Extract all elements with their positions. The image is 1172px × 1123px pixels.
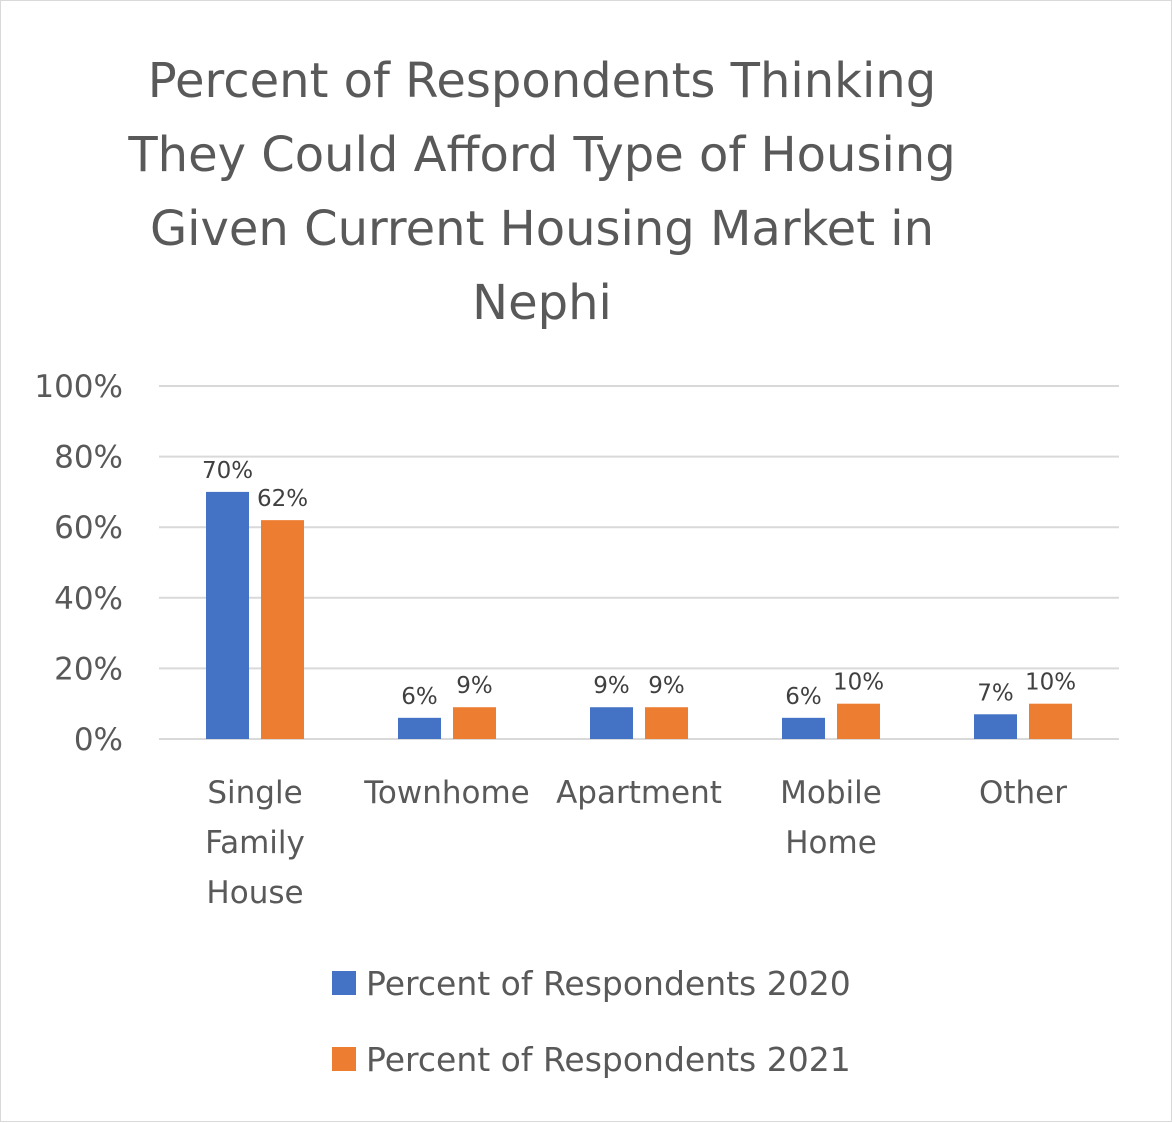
bar (645, 707, 688, 739)
bar (1029, 703, 1072, 739)
gridlines (159, 385, 1119, 740)
x-category-label: Mobile (780, 775, 882, 811)
legend-swatch (332, 971, 356, 995)
data-label: 9% (456, 673, 493, 699)
legend-entry-label: Percent of Respondents 2020 (366, 964, 851, 1003)
data-label: 62% (257, 486, 308, 512)
data-label: 9% (648, 673, 685, 699)
bar (782, 717, 825, 739)
bars (206, 491, 1072, 739)
data-label: 9% (593, 673, 630, 699)
data-label: 70% (202, 458, 253, 484)
data-label: 7% (977, 680, 1014, 706)
chart-title-line: Nephi (472, 275, 612, 331)
data-labels: 70% 6% 9% 6% 7% 62% 9% 9% 10% 10% (202, 458, 1076, 710)
bar (261, 520, 304, 739)
y-tick-label: 80% (54, 440, 123, 476)
y-tick-label: 100% (34, 369, 123, 405)
x-category-label: Townhome (363, 775, 530, 811)
bar (398, 717, 441, 739)
chart-title: Percent of Respondents Thinking They Coul… (127, 53, 955, 331)
bar (453, 707, 496, 739)
chart-title-line: They Could Afford Type of Housing (127, 127, 955, 183)
data-label: 6% (401, 684, 438, 710)
y-tick-label: 20% (54, 651, 123, 687)
x-category-label: Other (979, 775, 1067, 811)
x-category-label: Home (785, 825, 877, 861)
data-label: 6% (785, 684, 822, 710)
x-category-label: Family (205, 825, 305, 861)
y-axis-ticks: 0% 20% 40% 60% 80% 100% (34, 369, 123, 758)
bar (837, 703, 880, 739)
x-category-label: Single (207, 775, 302, 811)
y-tick-label: 0% (74, 722, 123, 758)
data-label: 10% (833, 670, 884, 696)
x-category-label: Apartment (556, 775, 722, 811)
y-tick-label: 40% (54, 581, 123, 617)
x-axis-categories: Single Family House Townhome Apartment Mobile… (205, 775, 1067, 911)
x-category-label: House (206, 875, 303, 911)
chart-title-line: Percent of Respondents Thinking (148, 53, 936, 109)
legend: Percent of Respondents 2020 Percent of Re… (332, 964, 851, 1079)
data-label: 10% (1025, 670, 1076, 696)
bar (974, 714, 1017, 739)
bar (590, 707, 633, 739)
chart-title-line: Given Current Housing Market in (150, 201, 934, 257)
legend-swatch (332, 1047, 356, 1071)
y-tick-label: 60% (54, 510, 123, 546)
legend-entry-label: Percent of Respondents 2021 (366, 1040, 851, 1079)
bar (206, 491, 249, 739)
